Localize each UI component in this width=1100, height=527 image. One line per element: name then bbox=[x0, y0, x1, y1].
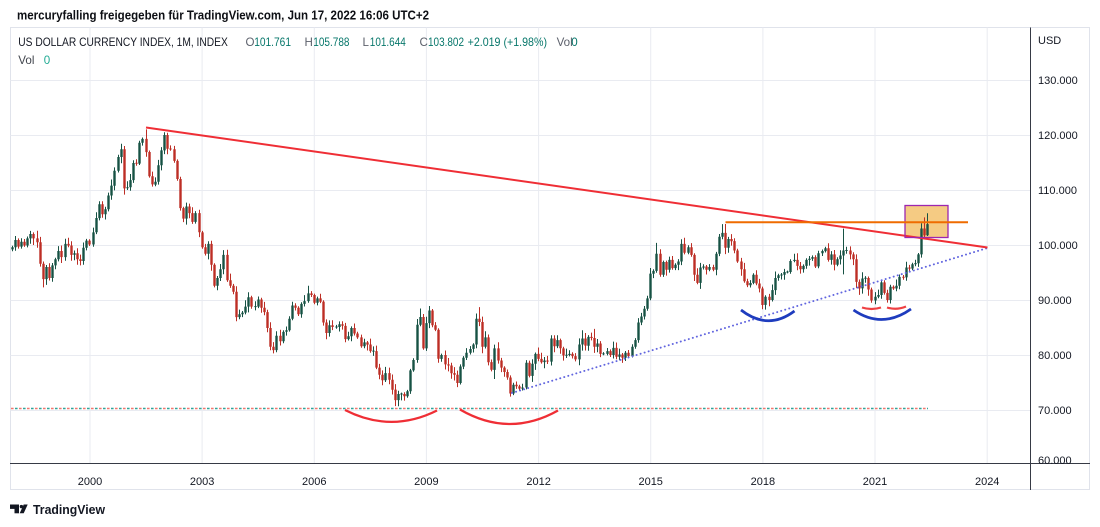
svg-text:130.000: 130.000 bbox=[1038, 75, 1078, 87]
svg-text:80.000: 80.000 bbox=[1038, 350, 1072, 362]
svg-text:60.000: 60.000 bbox=[1038, 455, 1072, 467]
svg-text:2018: 2018 bbox=[751, 476, 775, 488]
svg-text:2012: 2012 bbox=[526, 476, 550, 488]
svg-text:TradingView: TradingView bbox=[33, 502, 105, 517]
svg-text:110.000: 110.000 bbox=[1038, 185, 1077, 197]
svg-text:70.000: 70.000 bbox=[1038, 405, 1072, 417]
svg-text:2003: 2003 bbox=[190, 476, 214, 488]
svg-text:Vol0: Vol 0 bbox=[18, 54, 50, 67]
svg-text:100.000: 100.000 bbox=[1038, 240, 1078, 252]
svg-text:2000: 2000 bbox=[78, 476, 102, 488]
svg-text:US DOLLAR CURRENCY INDEX, 1M,: US DOLLAR CURRENCY INDEX, 1M, INDEX O101.… bbox=[18, 36, 577, 49]
svg-text:2021: 2021 bbox=[863, 476, 887, 488]
svg-text:USD: USD bbox=[1038, 35, 1061, 47]
svg-text:2009: 2009 bbox=[414, 476, 438, 488]
svg-text:120.000: 120.000 bbox=[1038, 130, 1078, 142]
svg-text:mercuryfalling freigegeben für: mercuryfalling freigegeben für TradingVi… bbox=[17, 9, 429, 23]
svg-text:2024: 2024 bbox=[975, 476, 999, 488]
svg-text:2006: 2006 bbox=[302, 476, 326, 488]
svg-text:90.000: 90.000 bbox=[1038, 295, 1072, 307]
svg-text:2015: 2015 bbox=[638, 476, 662, 488]
